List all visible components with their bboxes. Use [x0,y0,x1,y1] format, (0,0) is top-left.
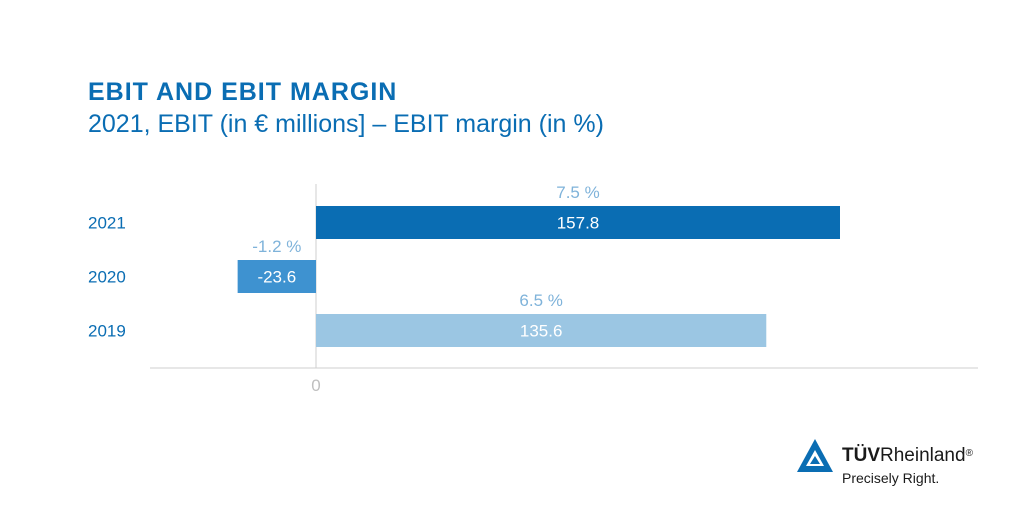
registered-mark: ® [965,448,973,459]
bar-value-label-2021: 157.8 [557,214,600,233]
category-label-2020: 2020 [88,268,126,287]
brand-bold: TÜV [842,445,880,466]
bar-2021 [316,206,840,239]
margin-label-2020: -1.2 % [252,237,301,256]
bar-2019 [316,314,767,347]
chart-title: EBIT AND EBIT MARGIN [88,78,398,106]
brand-tagline: Precisely Right. [842,470,940,486]
x-tick-label-0: 0 [311,376,320,395]
bar-2020 [237,260,316,293]
margin-label-2019: 6.5 % [519,291,562,310]
bar-value-label-2020: -23.6 [257,268,296,287]
brand-name: TÜVRheinland® [842,446,973,466]
category-label-2021: 2021 [88,214,126,233]
bar-value-label-2019: 135.6 [520,322,563,341]
chart-subtitle: 2021, EBIT (in € millions] – EBIT margin… [88,110,604,138]
tuv-triangle-icon [797,439,833,472]
tuv-rheinland-logo: TÜVRheinland® Precisely Right. [796,433,1006,493]
brand-regular: Rheinland [880,445,966,466]
margin-label-2021: 7.5 % [556,183,599,202]
category-label-2019: 2019 [88,322,126,341]
